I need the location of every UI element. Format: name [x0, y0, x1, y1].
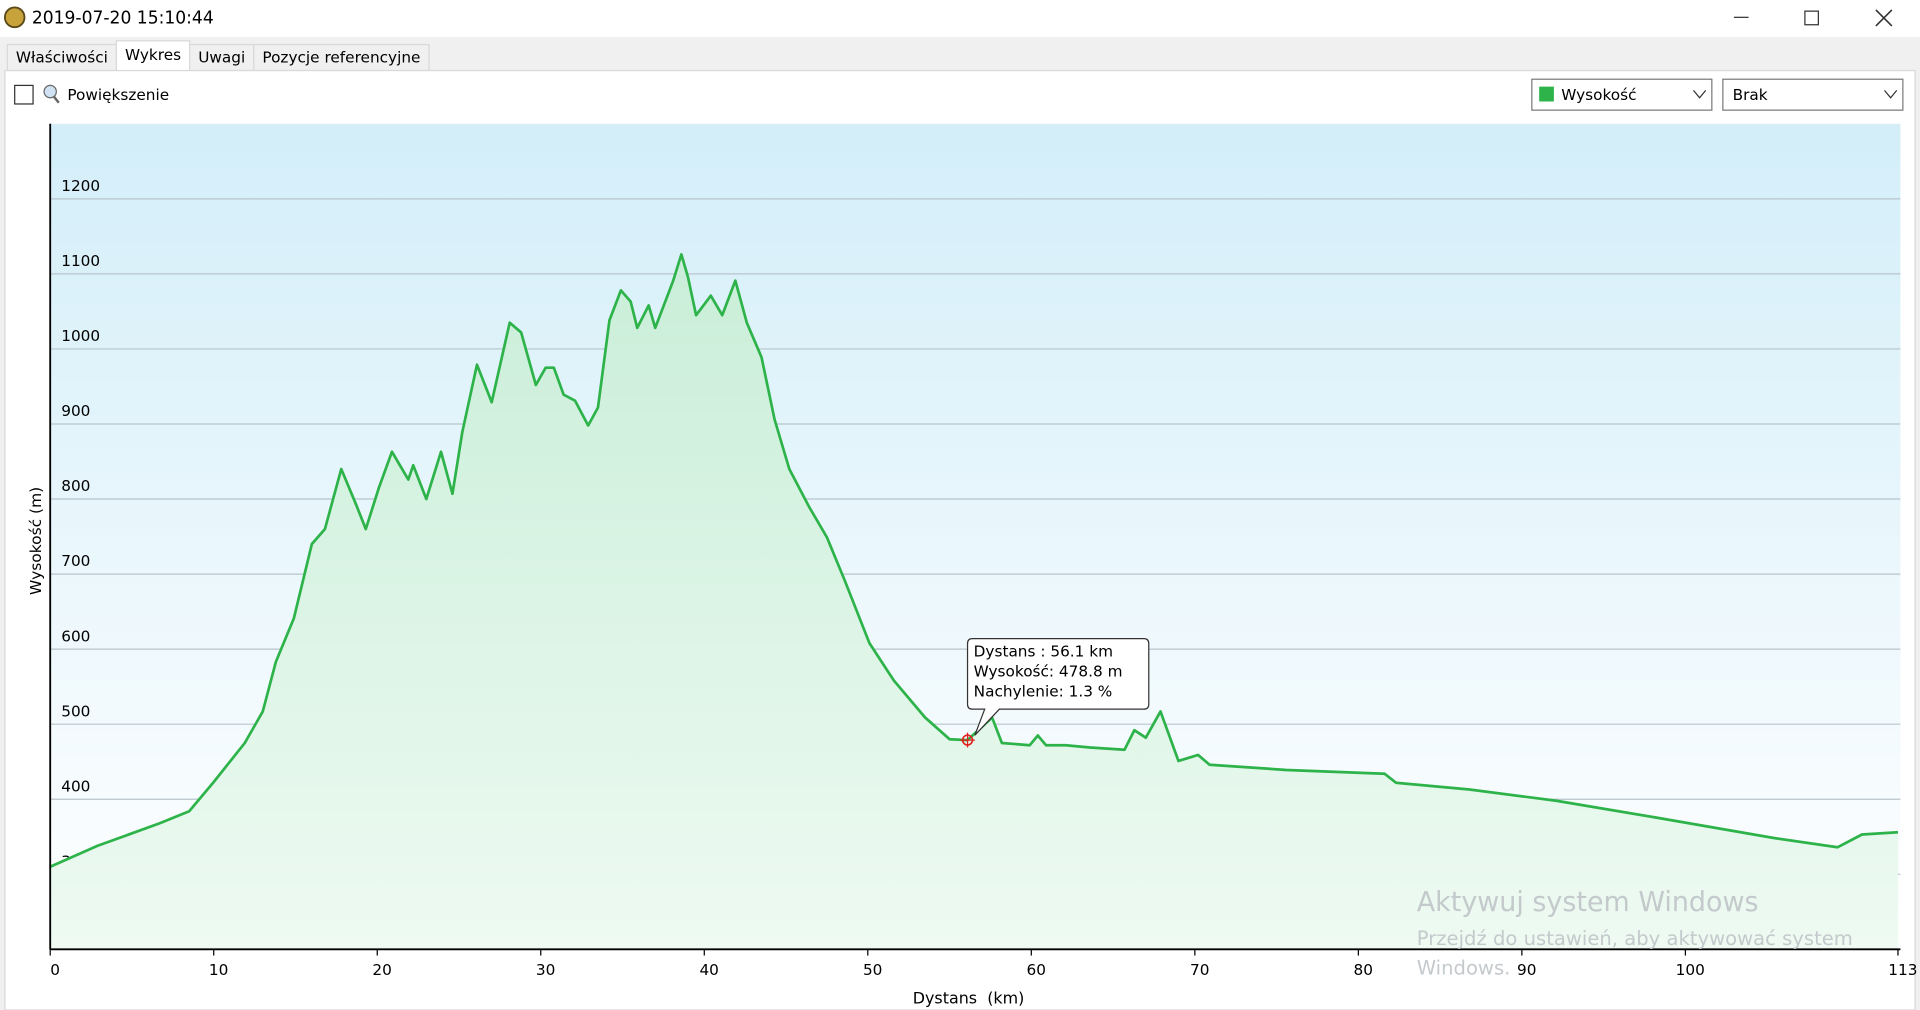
cursor-cross: [960, 732, 975, 748]
y-tick-label: 700: [61, 552, 90, 570]
tab[interactable]: Pozycje referencyjne: [253, 43, 430, 72]
restore-button[interactable]: [1804, 10, 1819, 26]
second-select-text: Brak: [1733, 86, 1768, 104]
zoom-checkbox[interactable]: [14, 84, 34, 105]
tab-strip: Właściwości Wykres Uwagi Pozycje referencyj…: [6, 40, 430, 73]
tooltip-line: Wysokość: 478.8 m: [974, 662, 1123, 680]
y-tick-label: 900: [61, 402, 90, 420]
series-select-text: Wysokość: [1561, 86, 1636, 104]
title-bar: [0, 0, 1920, 38]
watermark-text: Windows.: [1417, 957, 1511, 980]
x-tick-label: 70: [1190, 961, 1209, 979]
tab-frame: [6, 43, 118, 72]
watermark-text: Przejdź do ustawień, aby aktywować syste…: [1417, 927, 1853, 950]
x-tick-label: 80: [1354, 961, 1373, 979]
y-tick-label: 1200: [61, 177, 100, 195]
area-fill: [50, 254, 1898, 950]
tab-label: Pozycje referencyjne: [262, 49, 420, 67]
dropdown-arrow: [1884, 89, 1898, 99]
x-tick-label: 40: [699, 961, 718, 979]
tab-frame: [115, 40, 191, 73]
tab[interactable]: Właściwości: [6, 43, 118, 72]
y-tick-label: 1100: [61, 252, 100, 270]
app-icon: [3, 6, 26, 29]
x-tick-label: 113: [1888, 961, 1917, 979]
tooltip-line: Nachylenie: 1.3 %: [974, 682, 1113, 700]
dropdown-arrow: [1692, 89, 1707, 99]
x-tick-label: 60: [1026, 961, 1045, 979]
chart: 3004005006007008009001000110012000102030…: [27, 123, 1917, 1007]
zoom-icon-handle: [52, 95, 60, 104]
tab-label: Uwagi: [198, 49, 245, 67]
x-axis-label: Dystans (km): [913, 988, 1025, 1007]
window-title: 2019-07-20 15:10:44: [32, 9, 214, 29]
y-tick-label: 500: [61, 702, 90, 720]
y-tick-label: 400: [61, 777, 90, 795]
tooltip-line: Dystans : 56.1 km: [974, 643, 1113, 661]
x-tick-label: 100: [1676, 961, 1705, 979]
close-button[interactable]: [1875, 9, 1893, 27]
y-tick-label: 1000: [61, 327, 100, 345]
elevation-line: [49, 253, 1899, 869]
tooltip-box: [966, 637, 1150, 736]
second-select[interactable]: [1722, 78, 1904, 111]
tab[interactable]: Wykres: [115, 40, 191, 73]
zoom-label[interactable]: Powiększenie: [67, 86, 169, 104]
x-tick-label: 50: [863, 961, 882, 979]
x-tick-label: 0: [50, 961, 60, 979]
zoom-icon: [43, 84, 57, 99]
watermark-title: Aktywuj system Windows: [1417, 887, 1759, 918]
x-tick-label: 10: [209, 961, 228, 979]
x-tick-label: 90: [1517, 961, 1536, 979]
tab-label: Właściwości: [16, 49, 108, 67]
tab[interactable]: Uwagi: [189, 43, 255, 72]
x-tick-label: 20: [372, 961, 391, 979]
tab-label: Wykres: [125, 46, 181, 64]
series-select[interactable]: [1531, 78, 1713, 111]
x-tick-label: 30: [536, 961, 555, 979]
y-tick-label: 800: [61, 477, 90, 495]
y-axis-label: Wysokość (m): [27, 487, 45, 595]
y-tick-label: 600: [61, 627, 90, 645]
series-swatch: [1539, 86, 1554, 102]
